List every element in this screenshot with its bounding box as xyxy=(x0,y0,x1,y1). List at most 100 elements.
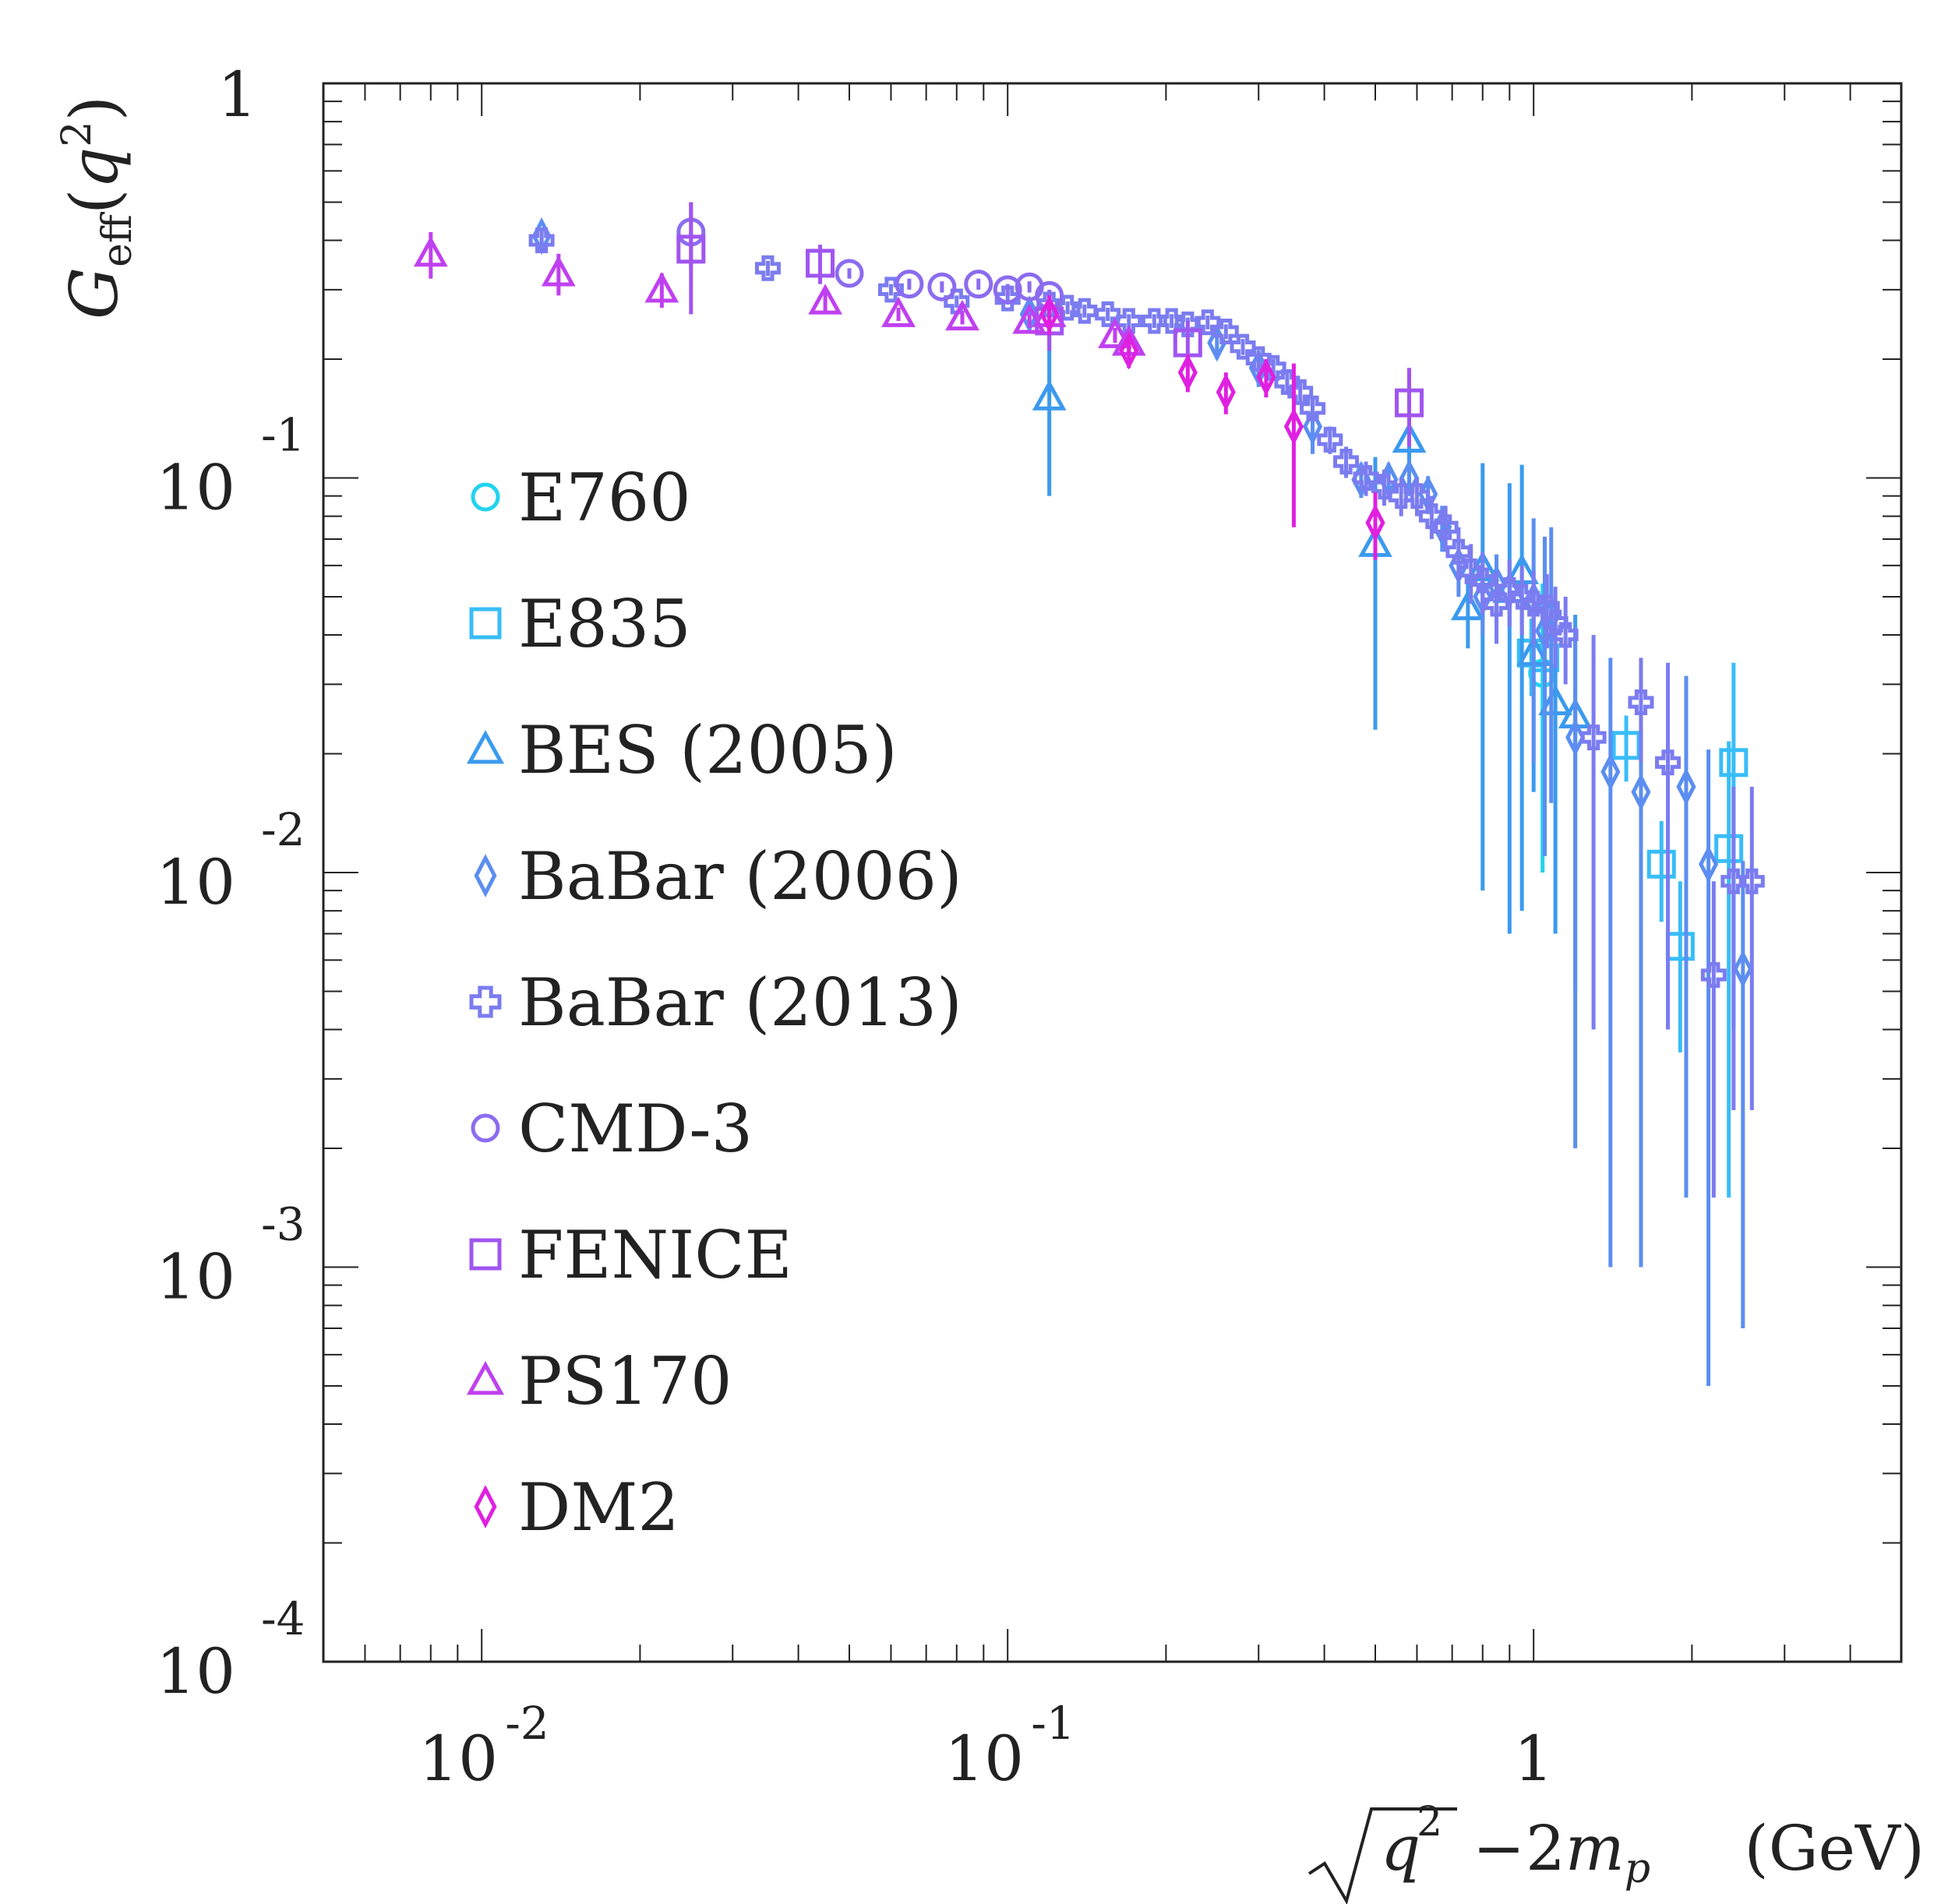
y-axis-title: Geff(q2) xyxy=(54,96,141,319)
data-point xyxy=(1451,589,1485,621)
data-point xyxy=(413,235,448,267)
data-point xyxy=(1116,308,1142,334)
svg-text:2mp: 2mp xyxy=(1526,1812,1650,1892)
data-point xyxy=(1256,358,1276,397)
data-point xyxy=(1392,421,1427,453)
legend-marker xyxy=(469,607,502,640)
x-tick-exponent: -1 xyxy=(1031,1697,1075,1750)
data-point xyxy=(1300,395,1326,421)
y-tick-exponent: -2 xyxy=(261,803,305,856)
x-tick-label: 1 xyxy=(1514,1722,1554,1795)
data-point xyxy=(1098,317,1132,348)
data-point xyxy=(1403,483,1430,509)
data-point xyxy=(1665,932,1695,961)
x-axis-unit: (GeV) xyxy=(1745,1812,1925,1885)
data-point xyxy=(1302,407,1323,446)
legend-marker xyxy=(469,985,502,1018)
data-point xyxy=(1733,950,1753,988)
data-point xyxy=(1173,328,1202,358)
data-point xyxy=(1432,514,1459,541)
data-point xyxy=(1580,725,1607,751)
legend-entry: E760 xyxy=(471,460,691,536)
legend-entry: BaBar (2013) xyxy=(469,964,962,1041)
data-point xyxy=(808,284,842,315)
legend-entry: DM2 xyxy=(474,1469,679,1546)
data-point xyxy=(927,272,957,301)
y-tick-exponent: -3 xyxy=(261,1198,305,1251)
y-tick-label: 10 xyxy=(156,1635,235,1708)
data-point xyxy=(964,270,993,299)
legend-marker xyxy=(474,854,497,897)
svg-text:−: − xyxy=(1473,1812,1525,1885)
data-point xyxy=(1600,753,1621,791)
x-axis-title: q 2 − 2mp (GeV) xyxy=(1307,1799,1925,1904)
data-point xyxy=(1699,845,1719,883)
data-point xyxy=(1353,465,1379,491)
data-point xyxy=(1628,689,1654,716)
data-point xyxy=(1283,407,1304,446)
data-point xyxy=(1676,767,1696,806)
legend-marker xyxy=(474,1485,497,1528)
data-point xyxy=(1631,773,1651,811)
y-tick-exponent: -1 xyxy=(261,409,305,462)
data-point xyxy=(895,270,924,299)
data-point xyxy=(993,275,1022,305)
data-point xyxy=(1317,426,1343,453)
x-tick-label: 10 xyxy=(418,1722,498,1795)
data-point xyxy=(1039,295,1060,333)
legend: E760 E835 BES (2005) BaBar (2006) BaBar (201… xyxy=(466,460,962,1546)
data-point xyxy=(1458,558,1484,584)
data-point xyxy=(1274,368,1300,395)
legend-label: FENICE xyxy=(518,1217,792,1293)
data-point xyxy=(1655,749,1682,776)
svg-text:2: 2 xyxy=(1417,1799,1442,1846)
data-point xyxy=(1738,868,1765,894)
data-point xyxy=(1012,303,1046,334)
data-point xyxy=(1719,748,1749,777)
series-cmd-3 xyxy=(676,202,1064,310)
y-tick-labels: 1 10 -1 10 -2 10 -3 10 -4 xyxy=(156,58,305,1708)
data-point xyxy=(644,272,679,303)
legend-label: PS170 xyxy=(518,1343,732,1419)
y-tick-label: 10 xyxy=(156,1241,235,1313)
x-tick-exponent: -2 xyxy=(505,1697,549,1750)
data-point xyxy=(1700,962,1727,989)
data-point xyxy=(945,299,979,331)
data-point xyxy=(1365,503,1385,542)
legend-label: BaBar (2013) xyxy=(518,964,962,1041)
data-point xyxy=(1470,567,1496,594)
legend-label: BES (2005) xyxy=(518,712,898,788)
data-point xyxy=(754,255,781,281)
data-point xyxy=(806,249,835,278)
legend-entry: BES (2005) xyxy=(466,712,898,788)
data-point xyxy=(1484,591,1510,617)
legend-marker xyxy=(469,1238,502,1271)
data-point xyxy=(676,234,706,264)
data-point xyxy=(528,227,555,254)
legend-entry: FENICE xyxy=(469,1217,792,1293)
y-tick-label: 10 xyxy=(156,846,235,919)
legend-label: DM2 xyxy=(518,1469,679,1546)
data-point xyxy=(1714,834,1744,863)
y-tick-exponent: -4 xyxy=(261,1592,305,1645)
axis-ticks xyxy=(323,83,1902,1662)
legend-marker xyxy=(466,1361,505,1395)
data-point xyxy=(541,256,576,287)
legend-label: E760 xyxy=(518,460,691,536)
data-point xyxy=(835,259,864,288)
data-point xyxy=(1395,388,1424,418)
data-point xyxy=(1032,379,1067,411)
legend-marker xyxy=(471,482,500,512)
data-point xyxy=(1195,309,1221,336)
data-point xyxy=(1538,684,1572,716)
legend-entry: E835 xyxy=(469,586,691,662)
data-markers xyxy=(413,202,1765,1386)
data-point xyxy=(1552,622,1579,648)
data-point xyxy=(1611,731,1641,760)
svg-text:q: q xyxy=(1381,1812,1420,1885)
data-point xyxy=(1174,311,1201,337)
legend-entry: BaBar (2006) xyxy=(474,838,962,915)
data-point xyxy=(1445,538,1472,565)
data-point xyxy=(1520,591,1547,617)
data-point xyxy=(1071,298,1098,324)
